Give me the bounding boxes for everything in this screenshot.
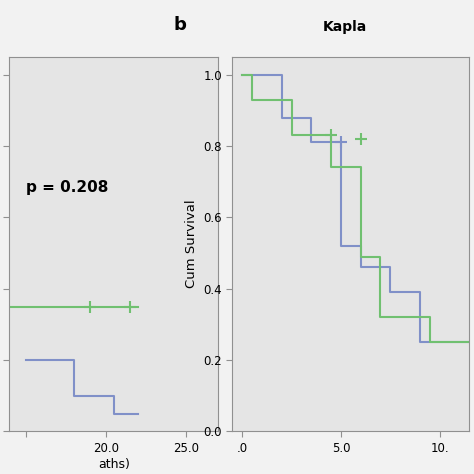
Legend: 0  Arm A, 1  Arm B, 0-censored, 1-censored: 0 Arm A, 1 Arm B, 0-censored, 1-censored — [306, 59, 410, 145]
Text: p = 0.208: p = 0.208 — [26, 181, 109, 195]
Text: b: b — [173, 17, 186, 35]
Text: Kapla: Kapla — [322, 20, 366, 35]
Y-axis label: Cum Survival: Cum Survival — [185, 200, 198, 288]
X-axis label: aths): aths) — [98, 457, 130, 471]
